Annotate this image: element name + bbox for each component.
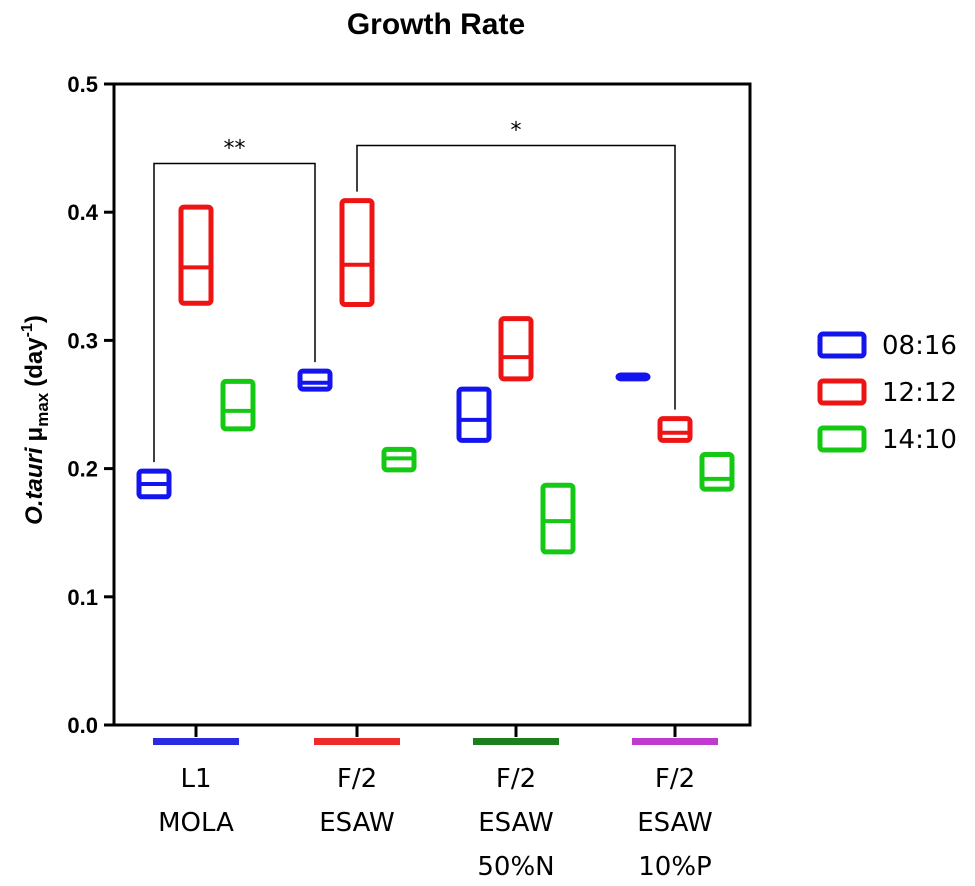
x-axis: L1 MOLA F/2 ESAW F/2 ESAW 50%N F/2 ESAW 10%P: [153, 725, 718, 882]
category-label: MOLA: [158, 808, 234, 838]
y-tick-label: 0.2: [67, 457, 98, 482]
box-series: [136, 198, 735, 555]
y-label-unit: (day: [21, 337, 48, 387]
significance-brackets: ***: [153, 119, 676, 463]
y-tick-label: 0.4: [67, 200, 98, 225]
y-label-close: ): [21, 315, 48, 323]
category-label: 50%N: [477, 852, 554, 882]
chart-title: Growth Rate: [347, 8, 525, 41]
significance-bracket: [356, 144, 676, 410]
box-12-12: [657, 416, 693, 443]
plot-area: [112, 82, 752, 727]
box-12-12: [498, 316, 534, 382]
category-color-bar: [153, 738, 239, 745]
box-08-16: [456, 386, 492, 443]
legend-label: 14:10: [882, 425, 957, 455]
significance-label: *: [511, 119, 522, 144]
plot-frame: [112, 82, 752, 727]
box-12-12: [339, 198, 375, 308]
box-14-10: [699, 451, 735, 492]
y-label-mu: μ: [21, 427, 48, 442]
category-label: ESAW: [637, 808, 713, 838]
legend-label: 12:12: [882, 378, 957, 408]
category-label: F/2: [337, 764, 377, 794]
category-color-bar: [473, 738, 559, 745]
y-tick-label: 0.3: [67, 328, 98, 353]
category-label: 10%P: [638, 852, 711, 882]
legend-swatch: [817, 425, 867, 453]
category-label: ESAW: [319, 808, 395, 838]
legend-label: 08:16: [882, 331, 957, 361]
box-08-16: [297, 368, 333, 392]
legend-swatch: [817, 331, 867, 359]
y-label-species: O.tauri: [21, 446, 48, 525]
legend-swatch: [817, 378, 867, 406]
significance-bracket: [153, 162, 316, 463]
category-color-bar: [632, 738, 718, 745]
box-14-10: [220, 378, 256, 432]
y-tick-label: 0.0: [67, 713, 98, 738]
box-12-12: [178, 204, 214, 306]
category-label: F/2: [655, 764, 695, 794]
y-label-sub: max: [33, 392, 52, 427]
category-color-bar: [314, 738, 400, 745]
y-tick-label: 0.5: [67, 72, 98, 97]
y-label-sup: -1: [19, 323, 36, 337]
category-label: ESAW: [478, 808, 554, 838]
category-label: F/2: [496, 764, 536, 794]
significance-label: **: [224, 136, 246, 161]
category-label: L1: [180, 764, 211, 794]
y-axis-label: O.tauri μmax (day-1): [19, 315, 52, 525]
y-axis: 0.0 0.1 0.2 0.3 0.4 0.5: [67, 72, 114, 738]
y-tick-label: 0.1: [67, 585, 98, 610]
legend: 08:16 12:12 14:10: [817, 331, 957, 455]
box-14-10: [540, 482, 576, 555]
svg-text:O.tauriμmax(day-1): O.tauri μmax (day-1): [19, 315, 52, 525]
